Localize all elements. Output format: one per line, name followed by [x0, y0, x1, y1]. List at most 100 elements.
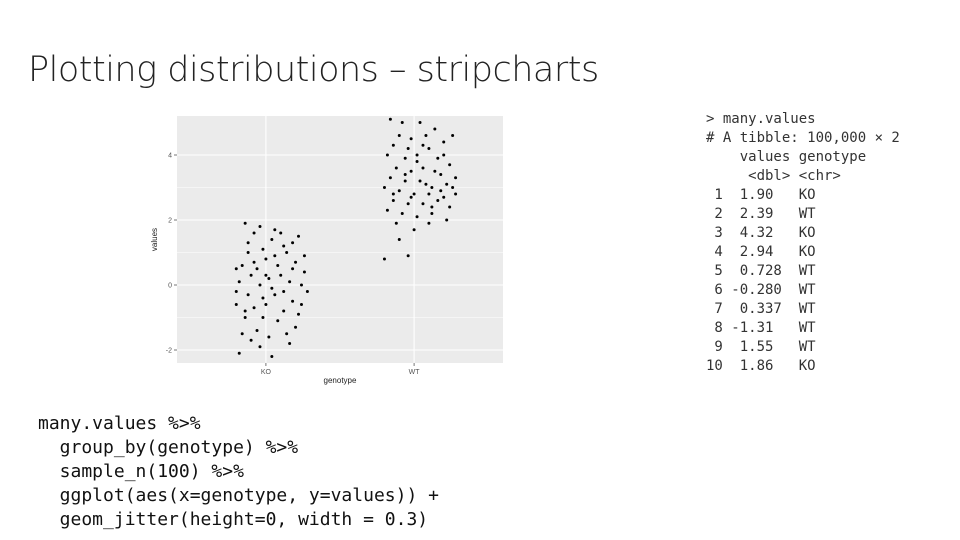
console-line: 3 4.32 KO [706, 225, 816, 241]
point-wt-48 [382, 257, 386, 261]
point-ko-32 [252, 306, 256, 310]
point-ko-51 [234, 290, 238, 293]
point-wt-3 [433, 127, 437, 131]
point-wt-27 [445, 182, 449, 186]
code-line: geom_jitter(height=0, width = 0.3) [38, 509, 429, 530]
point-wt-11 [427, 147, 431, 150]
code-line: ggplot(aes(x=genotype, y=values)) + [38, 485, 439, 506]
point-ko-21 [288, 280, 292, 284]
console-line: 7 0.337 WT [706, 301, 816, 317]
point-ko-7 [246, 241, 250, 245]
point-wt-19 [409, 169, 413, 173]
point-wt-18 [394, 166, 398, 170]
point-ko-47 [288, 342, 292, 345]
point-wt-46 [427, 221, 431, 225]
x-tick-label: KO [261, 369, 272, 376]
point-wt-22 [454, 176, 458, 180]
plot-panel [177, 116, 503, 363]
point-wt-7 [442, 140, 446, 144]
console-line: 6 -0.280 WT [706, 282, 816, 298]
point-wt-30 [412, 192, 416, 196]
point-wt-6 [424, 134, 428, 137]
point-ko-24 [270, 286, 274, 290]
point-wt-16 [436, 156, 440, 160]
point-wt-23 [388, 176, 392, 180]
console-line: 9 1.55 WT [706, 339, 816, 355]
point-ko-57 [299, 303, 303, 306]
point-ko-23 [258, 283, 262, 287]
console-line: 5 0.728 WT [706, 263, 816, 279]
point-wt-55 [391, 192, 395, 196]
point-ko-46 [270, 355, 274, 358]
point-wt-12 [442, 153, 446, 157]
point-ko-54 [291, 267, 295, 271]
point-wt-37 [436, 199, 440, 202]
point-ko-17 [234, 267, 238, 271]
point-wt-9 [391, 143, 395, 147]
point-ko-26 [305, 290, 309, 293]
point-ko-38 [294, 325, 298, 329]
point-ko-14 [276, 264, 280, 267]
point-wt-44 [394, 221, 398, 225]
point-ko-0 [243, 221, 247, 225]
point-wt-35 [406, 202, 410, 206]
point-wt-20 [421, 166, 425, 170]
point-ko-6 [261, 247, 265, 251]
point-ko-20 [279, 273, 283, 277]
code-line: many.values %>% [38, 413, 201, 434]
point-ko-25 [299, 283, 303, 287]
y-tick-label: 4 [168, 153, 172, 160]
point-wt-5 [409, 137, 413, 141]
point-ko-31 [234, 303, 238, 306]
point-wt-24 [403, 179, 407, 183]
point-wt-49 [406, 254, 410, 258]
slide-title: Plotting distributions – stripcharts [28, 50, 599, 90]
point-wt-59 [421, 143, 425, 147]
point-ko-48 [246, 251, 250, 254]
point-ko-18 [249, 273, 253, 277]
point-ko-27 [246, 293, 250, 297]
point-ko-41 [267, 335, 271, 339]
console-line: values genotype [706, 149, 867, 165]
point-wt-57 [430, 205, 434, 209]
point-ko-11 [240, 264, 244, 267]
point-wt-0 [388, 117, 392, 121]
x-tick-label: WT [409, 369, 421, 376]
stripchart-svg: -2 0 2 4 KO WT genotype values [150, 116, 503, 385]
point-ko-4 [297, 234, 301, 238]
point-ko-5 [282, 244, 286, 248]
x-axis-label: genotype [324, 376, 357, 385]
point-wt-47 [397, 238, 401, 241]
point-wt-8 [451, 134, 455, 137]
y-tick-label: 2 [168, 218, 172, 225]
point-ko-44 [237, 351, 241, 355]
point-ko-16 [302, 270, 306, 274]
point-wt-31 [427, 192, 431, 196]
point-wt-1 [400, 121, 404, 124]
point-wt-28 [382, 186, 386, 189]
point-wt-14 [403, 156, 407, 160]
point-wt-41 [415, 215, 419, 219]
point-ko-1 [258, 225, 262, 228]
point-ko-55 [273, 254, 277, 258]
point-ko-3 [291, 241, 295, 245]
stripchart: -2 0 2 4 KO WT genotype values [145, 111, 507, 389]
point-ko-59 [279, 231, 283, 235]
console-line: > many.values [706, 111, 816, 127]
console-line: 4 2.94 KO [706, 244, 816, 260]
point-wt-36 [421, 202, 425, 206]
point-wt-33 [454, 192, 458, 196]
point-wt-10 [406, 147, 410, 150]
point-ko-34 [282, 309, 286, 313]
point-wt-43 [445, 218, 449, 222]
point-ko-30 [291, 299, 295, 303]
point-ko-52 [282, 290, 286, 293]
point-ko-22 [237, 280, 241, 284]
point-wt-45 [412, 228, 416, 232]
point-ko-10 [285, 251, 289, 254]
point-wt-42 [430, 212, 434, 215]
point-wt-21 [439, 173, 443, 176]
point-ko-13 [264, 257, 268, 261]
console-line: 8 -1.31 WT [706, 320, 816, 336]
point-ko-35 [297, 312, 301, 316]
